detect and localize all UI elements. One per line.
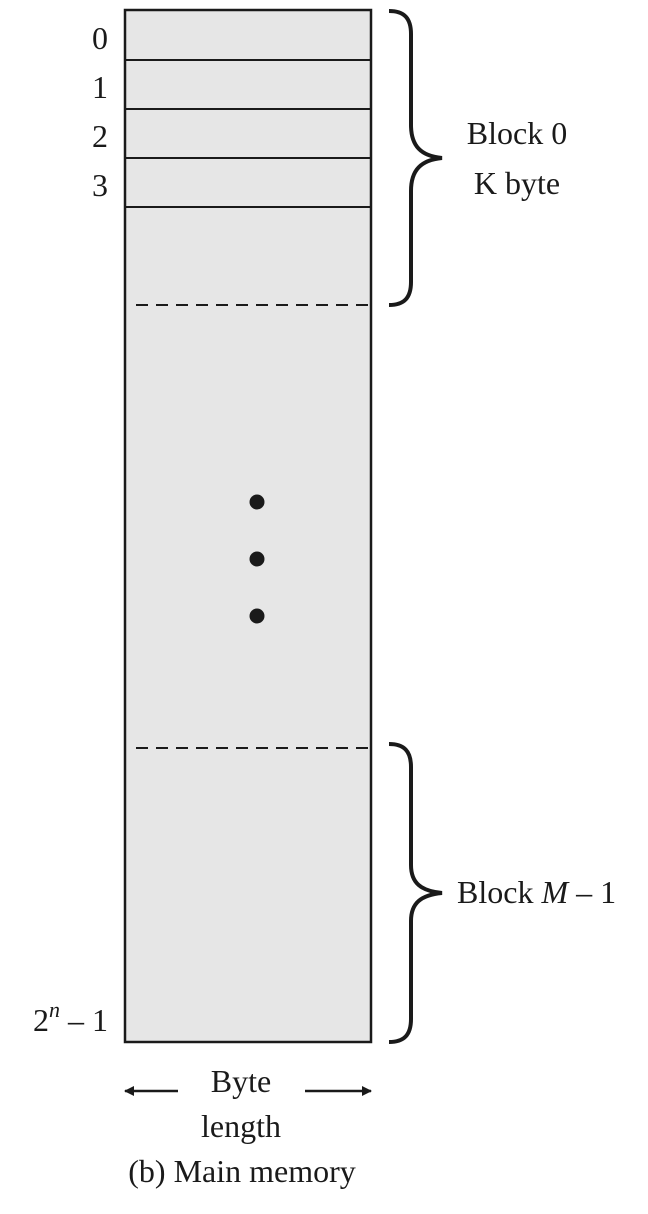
block-last-label-suffix: – 1	[568, 874, 616, 910]
address-label-0: 0	[92, 20, 108, 56]
ellipsis-dot-1	[249, 494, 265, 510]
diagram-caption: (b) Main memory	[128, 1153, 356, 1189]
ellipsis-dot-3	[249, 608, 265, 624]
block-0-label-line1: Block 0	[467, 115, 567, 151]
block-0-label-line2: K byte	[474, 165, 560, 201]
block-last-label-var: M	[540, 874, 570, 910]
block-0-brace	[388, 9, 443, 307]
address-label-last-exponent: n	[49, 997, 60, 1022]
address-label-last-base: 2	[33, 1002, 49, 1038]
address-label-2: 2	[92, 118, 108, 154]
block-last-label-prefix: Block	[457, 874, 541, 910]
address-label-1: 1	[92, 69, 108, 105]
memory-column	[123, 8, 373, 1044]
block-last-label: Block M – 1	[457, 874, 616, 910]
block-last-brace	[388, 742, 443, 1044]
byte-length-label-line1: Byte	[211, 1063, 271, 1099]
address-label-last: 2n – 1	[33, 997, 108, 1038]
address-label-last-tail: – 1	[60, 1002, 108, 1038]
ellipsis-dot-2	[249, 551, 265, 567]
address-label-3: 3	[92, 167, 108, 203]
byte-length-label-line2: length	[201, 1108, 281, 1144]
